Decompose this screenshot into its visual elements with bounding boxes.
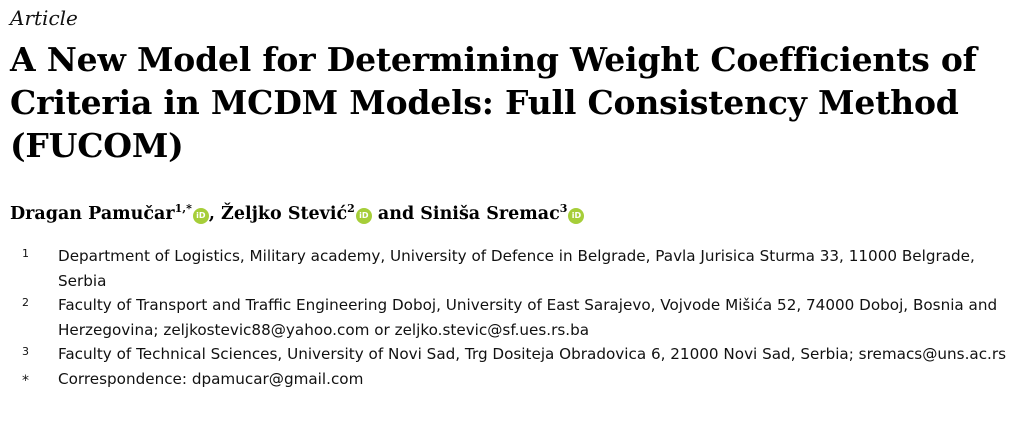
correspondence-marker: * — [22, 372, 29, 389]
author-separator: , — [208, 204, 222, 224]
author-affiliation-marker: 2 — [347, 202, 355, 215]
affiliation-text: Department of Logistics, Military academ… — [58, 247, 975, 290]
affiliation-item: 1 Department of Logistics, Military acad… — [22, 244, 1022, 293]
article-type-label: Article — [10, 6, 78, 30]
author-name: Željko Stević — [221, 204, 348, 224]
paper-title: A New Model for Determining Weight Coeff… — [10, 40, 977, 165]
affiliation-marker: 3 — [22, 345, 29, 358]
correspondence-item: * Correspondence: dpamucar@gmail.com — [22, 367, 1022, 395]
orcid-icon[interactable]: iD — [568, 208, 585, 224]
author-list: Dragan Pamučar1,*iD, Željko Stević2iD an… — [10, 202, 585, 224]
author-name: Dragan Pamučar — [10, 204, 175, 224]
affiliation-item: 3 Faculty of Technical Sciences, Univers… — [22, 342, 1022, 367]
author-affiliation-marker: 3 — [559, 202, 568, 215]
orcid-icon[interactable]: iD — [355, 208, 372, 224]
author-affiliation-marker: 1,* — [174, 202, 192, 215]
correspondence-text: Correspondence: dpamucar@gmail.com — [58, 369, 364, 388]
author-separator: and — [371, 204, 421, 224]
affiliation-marker: 2 — [22, 296, 29, 309]
affiliation-text: Faculty of Technical Sciences, Universit… — [58, 345, 1007, 363]
author-name: Siniša Sremac — [420, 204, 560, 224]
orcid-icon[interactable]: iD — [192, 208, 209, 224]
affiliation-marker: 1 — [22, 247, 29, 260]
affiliation-list: 1 Department of Logistics, Military acad… — [22, 244, 1022, 395]
affiliation-item: 2 Faculty of Transport and Traffic Engin… — [22, 293, 1022, 342]
affiliation-text: Faculty of Transport and Traffic Enginee… — [58, 296, 998, 339]
